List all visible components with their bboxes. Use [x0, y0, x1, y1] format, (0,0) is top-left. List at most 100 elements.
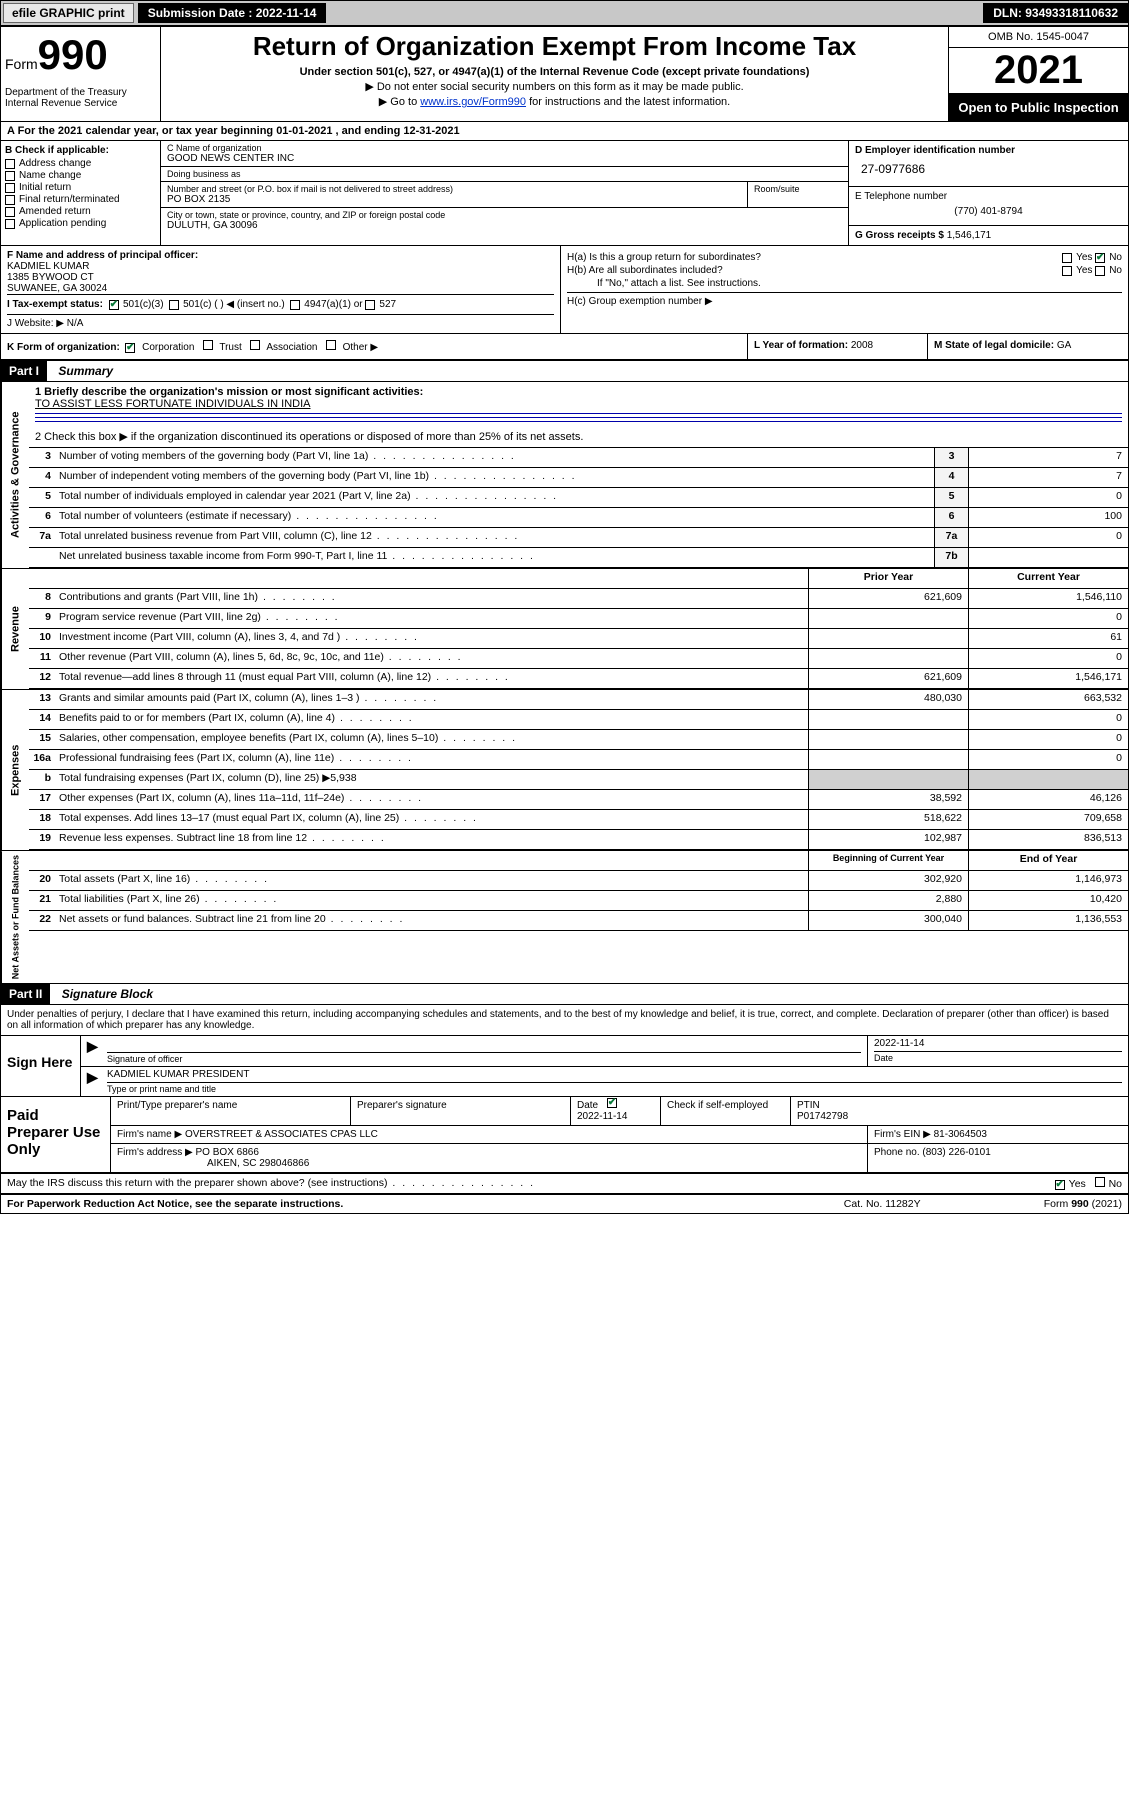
curr-val: 0	[968, 609, 1128, 628]
section-f-h: F Name and address of principal officer:…	[1, 246, 1128, 334]
q2-text: 2 Check this box ▶ if the organization d…	[35, 431, 583, 443]
dba-lbl: Doing business as	[167, 169, 842, 179]
row-num: 7a	[29, 528, 55, 547]
chk-other[interactable]	[326, 340, 336, 350]
row-num: 8	[29, 589, 55, 608]
ein-lbl: D Employer identification number	[855, 145, 1122, 156]
row-desc: Professional fundraising fees (Part IX, …	[55, 750, 808, 769]
summary-row: 16a Professional fundraising fees (Part …	[29, 750, 1128, 770]
row-desc: Number of voting members of the governin…	[55, 448, 934, 467]
summary-row: 9 Program service revenue (Part VIII, li…	[29, 609, 1128, 629]
chk-self-employed[interactable]	[607, 1098, 617, 1108]
l-lbl: L Year of formation:	[754, 340, 848, 351]
row-desc: Contributions and grants (Part VIII, lin…	[55, 589, 808, 608]
top-toolbar: efile GRAPHIC print Submission Date : 20…	[0, 0, 1129, 26]
chk-final-return[interactable]: Final return/terminated	[5, 194, 156, 205]
summary-row: 5 Total number of individuals employed i…	[29, 488, 1128, 508]
chk-discuss-no[interactable]	[1095, 1177, 1105, 1187]
prep-row1: Print/Type preparer's name Preparer's si…	[111, 1097, 1128, 1126]
chk-trust[interactable]	[203, 340, 213, 350]
h-a: H(a) Is this a group return for subordin…	[567, 252, 1122, 263]
end-year-hdr: End of Year	[968, 851, 1128, 870]
irs-link[interactable]: www.irs.gov/Form990	[420, 96, 526, 108]
sig-date-lbl: Date	[874, 1051, 1122, 1063]
firm-ein-lbl: Firm's EIN ▶	[874, 1129, 931, 1140]
chk-501c3[interactable]	[109, 300, 119, 310]
chk-application-pending[interactable]: Application pending	[5, 218, 156, 229]
opt-527: 527	[379, 299, 396, 310]
blank	[55, 569, 808, 588]
row-num: 5	[29, 488, 55, 507]
chk-corp[interactable]	[125, 343, 135, 353]
sig-date: 2022-11-14 Date	[868, 1036, 1128, 1066]
summary-net: Net Assets or Fund Balances Beginning of…	[1, 850, 1128, 984]
row-desc: Net unrelated business taxable income fr…	[55, 548, 934, 567]
chk-4947[interactable]	[290, 300, 300, 310]
addr-lbl: Number and street (or P.O. box if mail i…	[167, 184, 741, 194]
checkbox-icon	[5, 195, 15, 205]
f-lbl: F Name and address of principal officer:	[7, 250, 554, 261]
dln-label: DLN: 93493318110632	[983, 3, 1128, 23]
chk-address-change[interactable]: Address change	[5, 158, 156, 169]
gross-cell: G Gross receipts $ 1,546,171	[849, 226, 1128, 245]
summary-row: 10 Investment income (Part VIII, column …	[29, 629, 1128, 649]
chk-initial-return[interactable]: Initial return	[5, 182, 156, 193]
prep-self: Check if self-employed	[661, 1097, 791, 1125]
row-desc: Net assets or fund balances. Subtract li…	[55, 911, 808, 930]
side-revenue: Revenue	[1, 569, 29, 689]
mission-line	[35, 421, 1122, 422]
sig-row2: ▶ KADMIEL KUMAR PRESIDENT Type or print …	[81, 1067, 1128, 1096]
chk-name-change[interactable]: Name change	[5, 170, 156, 181]
beg-year-hdr: Beginning of Current Year	[808, 851, 968, 870]
phone-lbl: Phone no.	[874, 1147, 920, 1158]
chk-hb-yes[interactable]	[1062, 266, 1072, 276]
arrow-icon: ▶	[87, 1038, 98, 1054]
chk-discuss-yes[interactable]	[1055, 1180, 1065, 1190]
sign-here-block: Sign Here ▶ Signature of officer 2022-11…	[1, 1036, 1128, 1097]
row-desc: Total expenses. Add lines 13–17 (must eq…	[55, 810, 808, 829]
tel-val: (770) 401-8794	[855, 202, 1122, 221]
q1-val: TO ASSIST LESS FORTUNATE INDIVIDUALS IN …	[35, 398, 1122, 410]
org-name-cell: C Name of organization GOOD NEWS CENTER …	[161, 141, 848, 167]
blank	[55, 851, 808, 870]
sign-here-label: Sign Here	[1, 1036, 81, 1096]
j-lbl: J Website: ▶	[7, 318, 64, 329]
chk-amended-return[interactable]: Amended return	[5, 206, 156, 217]
officer-name: KADMIEL KUMAR	[7, 261, 554, 272]
chk-hb-no[interactable]	[1095, 266, 1105, 276]
firm-addr-lbl: Firm's address ▶	[117, 1147, 193, 1158]
row-desc: Number of independent voting members of …	[55, 468, 934, 487]
discuss-text: May the IRS discuss this return with the…	[7, 1177, 1055, 1190]
section-b-to-g: B Check if applicable: Address change Na…	[1, 141, 1128, 246]
curr-val: 836,513	[968, 830, 1128, 849]
header-sub1: Under section 501(c), 527, or 4947(a)(1)…	[165, 66, 944, 78]
row-box: 5	[934, 488, 968, 507]
cat-no: Cat. No. 11282Y	[844, 1198, 1044, 1210]
row-desc: Total assets (Part X, line 16)	[55, 871, 808, 890]
footer: For Paperwork Reduction Act Notice, see …	[1, 1195, 1128, 1213]
chk-527[interactable]	[365, 300, 375, 310]
h-b: H(b) Are all subordinates included? Yes …	[567, 265, 1122, 276]
dba-cell: Doing business as	[161, 167, 848, 182]
row-val	[968, 548, 1128, 567]
curr-val: 663,532	[968, 690, 1128, 709]
addr-val: PO BOX 2135	[167, 194, 741, 205]
chk-501c[interactable]	[169, 300, 179, 310]
efile-print-button[interactable]: efile GRAPHIC print	[3, 3, 134, 23]
header-right: OMB No. 1545-0047 2021 Open to Public In…	[948, 27, 1128, 121]
col-f: F Name and address of principal officer:…	[1, 246, 561, 333]
current-year-hdr: Current Year	[968, 569, 1128, 588]
row-a-tax-year: A For the 2021 calendar year, or tax yea…	[1, 122, 1128, 141]
gross-lbl: G Gross receipts $	[855, 230, 944, 241]
chk-assoc[interactable]	[250, 340, 260, 350]
chk-ha-yes[interactable]	[1062, 253, 1072, 263]
curr-val: 1,546,110	[968, 589, 1128, 608]
chk-ha-no[interactable]	[1095, 253, 1105, 263]
opt-assoc: Association	[266, 342, 317, 353]
prior-val: 621,609	[808, 589, 968, 608]
firm-ein-val: 81-3064503	[934, 1129, 987, 1140]
row-box: 7b	[934, 548, 968, 567]
gov-content: 1 Briefly describe the organization's mi…	[29, 382, 1128, 568]
blank	[29, 851, 55, 870]
curr-val: 0	[968, 710, 1128, 729]
